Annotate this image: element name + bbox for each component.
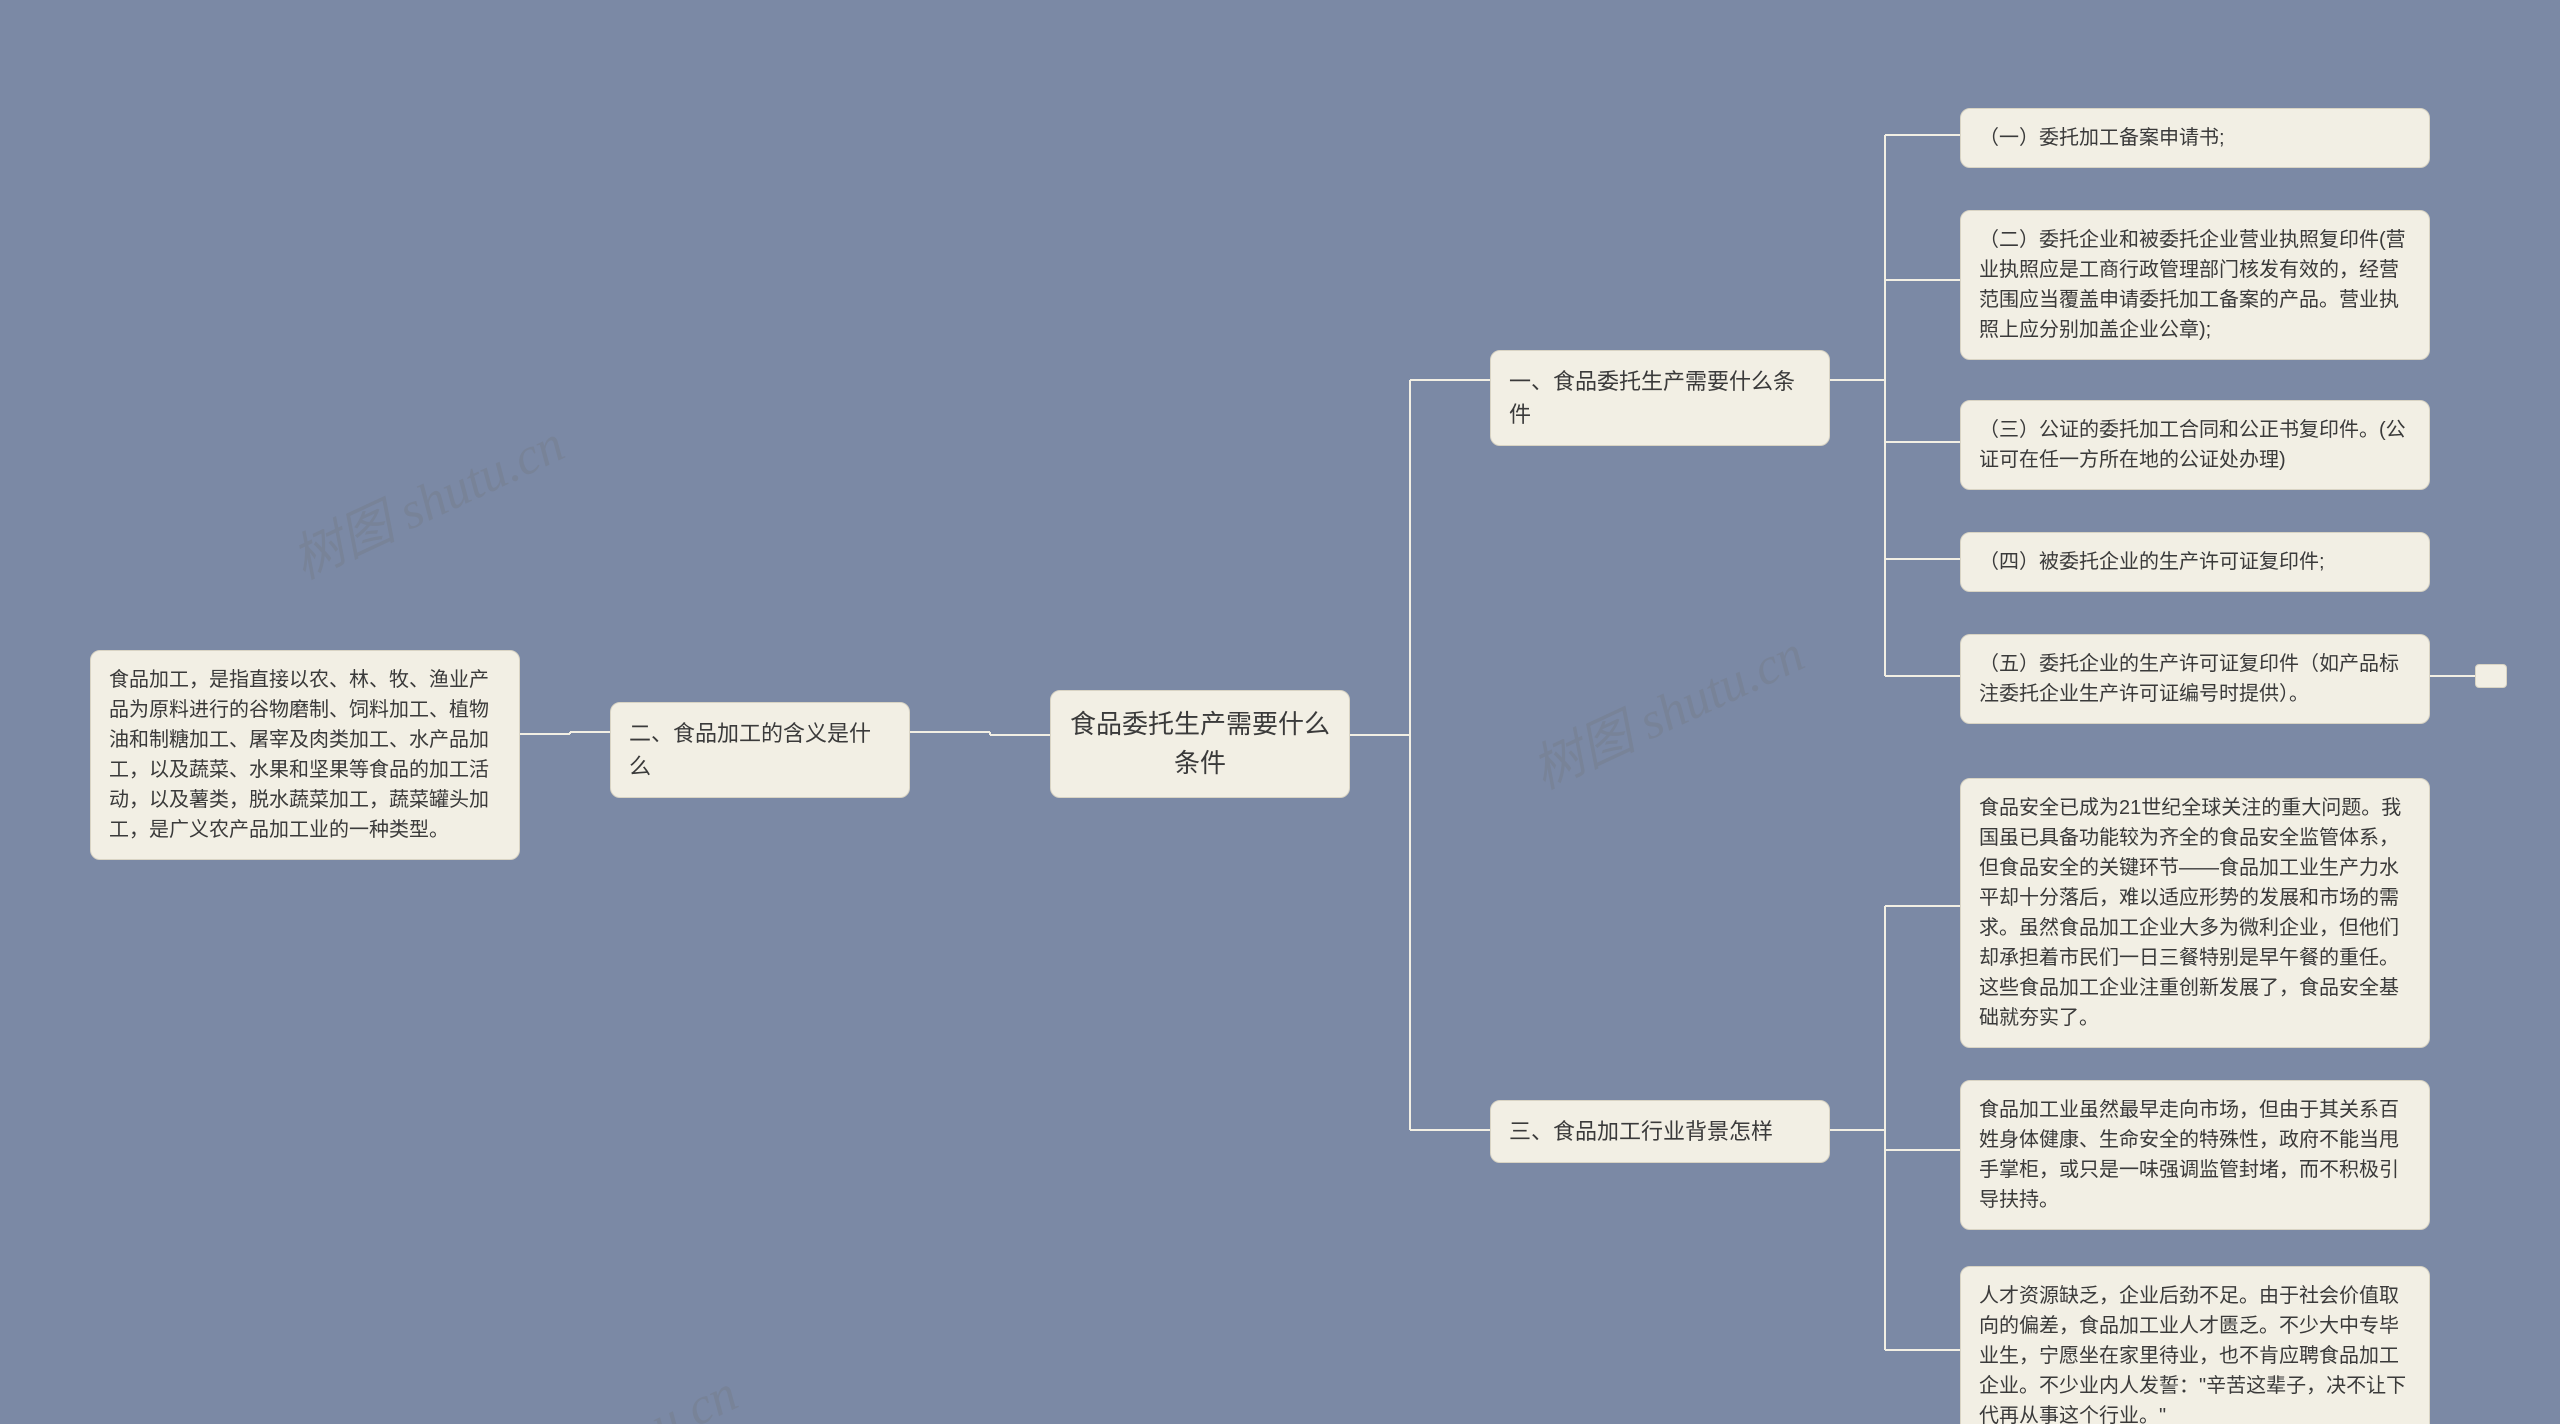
watermark-2: 树图 shutu.cn [1518, 612, 1814, 803]
watermark-1: 树图 shutu.cn [278, 402, 574, 593]
leaf-text: （四）被委托企业的生产许可证复印件; [1979, 551, 2325, 573]
root-node: 食品委托生产需要什么条件 [1050, 690, 1350, 798]
left-branch-label: 二、食品加工的含义是什么 [610, 702, 910, 798]
leaf-text: 人才资源缺乏，企业后劲不足。由于社会价值取向的偏差，食品加工业人才匮乏。不少大中… [1979, 1285, 2406, 1424]
mindmap-canvas: 树图 shutu.cn 树图 shutu.cn u.cn 食品委托生产需要什么条… [0, 0, 2560, 1424]
tail-dot [2475, 664, 2507, 688]
leaf-text: （一）委托加工备案申请书; [1979, 127, 2225, 149]
left-leaf-text: 食品加工，是指直接以农、林、牧、渔业产品为原料进行的谷物磨制、饲料加工、植物油和… [109, 669, 489, 841]
right-branch-1-label: 三、食品加工行业背景怎样 [1490, 1100, 1830, 1163]
left-leaf: 食品加工，是指直接以农、林、牧、渔业产品为原料进行的谷物磨制、饲料加工、植物油和… [90, 650, 520, 860]
right-branch-1-text: 三、食品加工行业背景怎样 [1509, 1119, 1773, 1144]
leaf-text: 食品安全已成为21世纪全球关注的重大问题。我国虽已具备功能较为齐全的食品安全监管… [1979, 797, 2401, 1029]
right-branch-0-leaf-3: （四）被委托企业的生产许可证复印件; [1960, 532, 2430, 592]
right-branch-0-label: 一、食品委托生产需要什么条件 [1490, 350, 1830, 446]
right-branch-0-leaf-2: （三）公证的委托加工合同和公正书复印件。(公证可在任一方所在地的公证处办理) [1960, 400, 2430, 490]
left-branch-text: 二、食品加工的含义是什么 [629, 721, 871, 779]
root-text: 食品委托生产需要什么条件 [1069, 705, 1331, 783]
right-branch-1-leaf-0: 食品安全已成为21世纪全球关注的重大问题。我国虽已具备功能较为齐全的食品安全监管… [1960, 778, 2430, 1048]
right-branch-1-leaf-2: 人才资源缺乏，企业后劲不足。由于社会价值取向的偏差，食品加工业人才匮乏。不少大中… [1960, 1266, 2430, 1424]
leaf-text: （二）委托企业和被委托企业营业执照复印件(营业执照应是工商行政管理部门核发有效的… [1979, 229, 2406, 341]
right-branch-0-leaf-1: （二）委托企业和被委托企业营业执照复印件(营业执照应是工商行政管理部门核发有效的… [1960, 210, 2430, 360]
right-branch-0-leaf-4: （五）委托企业的生产许可证复印件（如产品标注委托企业生产许可证编号时提供）。 [1960, 634, 2430, 724]
right-branch-0-leaf-0: （一）委托加工备案申请书; [1960, 108, 2430, 168]
right-branch-0-text: 一、食品委托生产需要什么条件 [1509, 369, 1795, 427]
leaf-text: （三）公证的委托加工合同和公正书复印件。(公证可在任一方所在地的公证处办理) [1979, 419, 2406, 471]
leaf-text: 食品加工业虽然最早走向市场，但由于其关系百姓身体健康、生命安全的特殊性，政府不能… [1979, 1099, 2399, 1211]
watermark-3: u.cn [642, 1364, 747, 1424]
leaf-text: （五）委托企业的生产许可证复印件（如产品标注委托企业生产许可证编号时提供）。 [1979, 653, 2399, 705]
right-branch-1-leaf-1: 食品加工业虽然最早走向市场，但由于其关系百姓身体健康、生命安全的特殊性，政府不能… [1960, 1080, 2430, 1230]
